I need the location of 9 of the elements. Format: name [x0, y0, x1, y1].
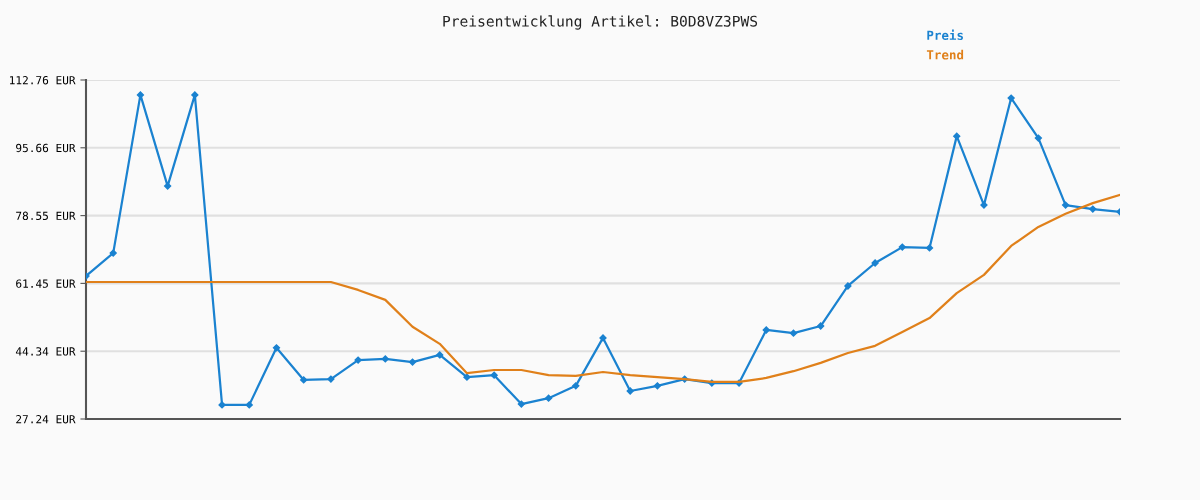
- y-tick-label: 27.24 EUR: [16, 415, 76, 424]
- text: Preis: [927, 29, 963, 40]
- y-tick-label: 112.76 EUR: [10, 76, 76, 85]
- y-tick-label: 95.66 EUR: [16, 143, 76, 153]
- y-tick-label: 78.55 EUR: [16, 211, 76, 221]
- text: Trend: [926, 49, 964, 60]
- y-tick-label: 61.45 EUR: [16, 279, 76, 288]
- y-tick-label: 44.34 EUR: [15, 347, 76, 356]
- chart-title: Preisentwicklung Artikel: B0D8VZ3PWS: [443, 15, 758, 30]
